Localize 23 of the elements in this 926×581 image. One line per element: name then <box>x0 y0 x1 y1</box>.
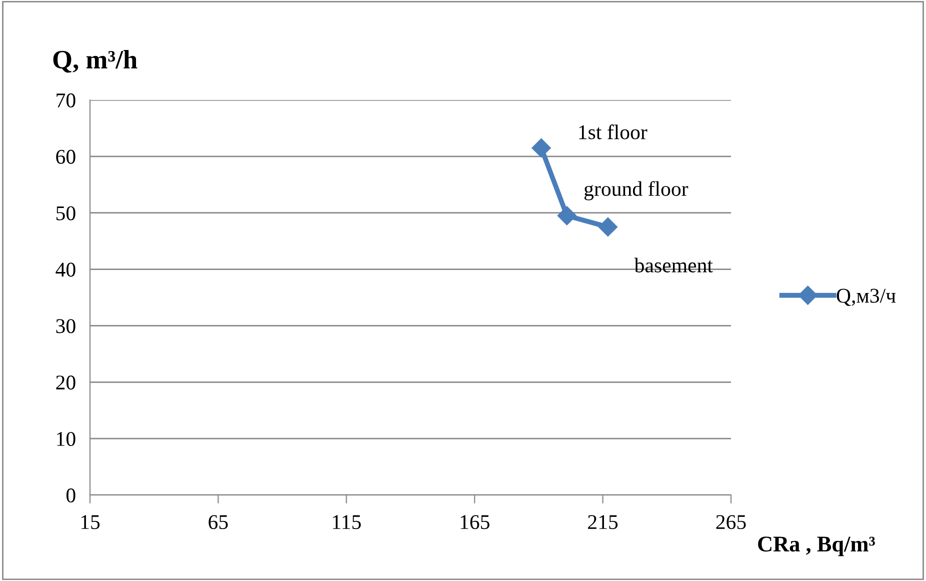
x-tick-label: 165 <box>460 515 490 530</box>
y-tick-label: 20 <box>56 376 76 390</box>
legend-label: Q,м3/ч <box>836 288 896 306</box>
x-tick-label: 115 <box>333 515 361 530</box>
annotation: 1st floor <box>579 124 648 140</box>
x-tick-label: 15 <box>81 515 100 530</box>
x-tick-label: 65 <box>208 515 228 530</box>
point <box>557 206 576 226</box>
x-tick-label: 215 <box>588 515 618 530</box>
x-axis-title: CRa , Bq/m³ <box>758 536 875 556</box>
y-axis-title: Q, m³/h <box>53 50 138 73</box>
y-tick-label: 70 <box>56 93 76 108</box>
y-tick-label: 30 <box>56 319 76 334</box>
y-tick-label: 60 <box>56 150 76 164</box>
y-tick-label: 10 <box>57 432 76 446</box>
point <box>598 217 618 236</box>
x-tick-label: 265 <box>716 515 746 530</box>
annotation: basement <box>634 258 713 272</box>
annotation: ground floor <box>584 181 688 200</box>
y-tick-label: 40 <box>56 262 76 277</box>
y-tick-label: 50 <box>56 206 76 220</box>
point <box>532 138 551 158</box>
y-tick-label: 0 <box>66 488 76 502</box>
